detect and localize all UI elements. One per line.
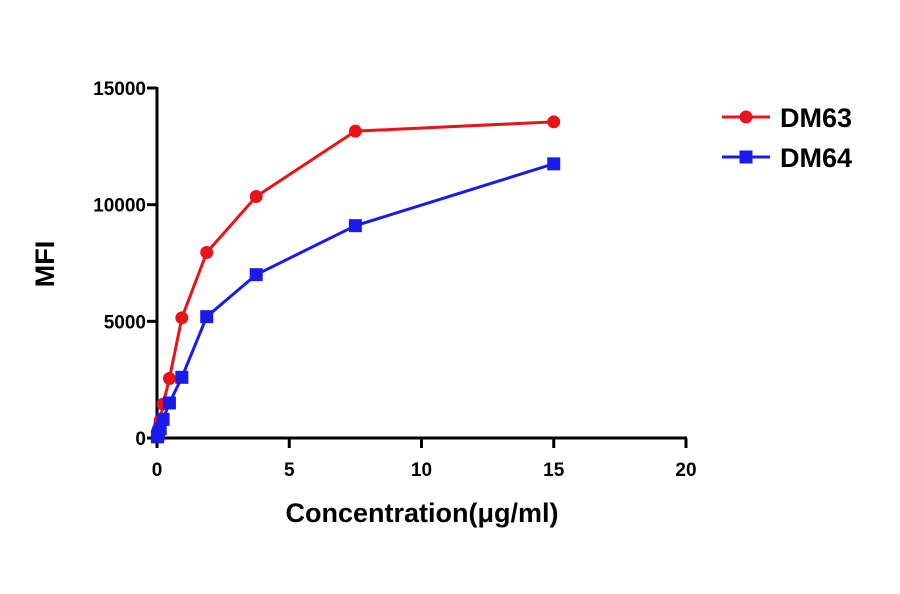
data-point <box>348 124 362 138</box>
legend-label: DM64 <box>780 143 852 173</box>
data-point <box>249 190 263 203</box>
x-tick-label: 15 <box>543 460 565 481</box>
data-point <box>547 157 561 171</box>
y-tick-label: 10000 <box>93 196 146 217</box>
series-line <box>155 120 554 436</box>
data-point <box>348 219 362 233</box>
data-point <box>156 412 170 426</box>
legend-item: DM63 <box>722 103 852 133</box>
legend-marker <box>739 110 753 124</box>
data-point <box>200 246 214 259</box>
y-tick-labels: 0 5000 10000 15000 <box>93 79 146 450</box>
legend-label: DM63 <box>780 103 852 133</box>
data-point <box>175 370 189 384</box>
axes <box>147 86 688 448</box>
series-layer <box>150 115 561 444</box>
series-dm63 <box>150 115 561 443</box>
data-point <box>162 372 176 385</box>
data-point <box>175 311 189 325</box>
y-tick-label: 0 <box>135 429 146 450</box>
data-point <box>200 310 214 324</box>
y-tick-label: 15000 <box>93 79 146 100</box>
legend-item: DM64 <box>722 143 852 173</box>
data-point <box>547 115 561 129</box>
x-tick-label: 5 <box>284 460 295 481</box>
legend-marker <box>739 150 753 164</box>
x-axis-title: Concentration(μg/ml) <box>285 498 558 528</box>
series-dm64 <box>150 157 561 444</box>
x-tick-labels: 0 5 10 15 20 <box>152 460 697 481</box>
y-axis-title: MFI <box>30 241 60 288</box>
y-tick-label: 5000 <box>104 312 146 333</box>
data-point <box>249 268 263 282</box>
x-tick-label: 10 <box>411 460 432 481</box>
x-tick-label: 0 <box>152 460 163 481</box>
x-tick-label: 20 <box>675 460 696 481</box>
data-point <box>162 396 176 410</box>
legend: DM63 DM64 <box>722 103 852 173</box>
series-line <box>155 162 555 438</box>
